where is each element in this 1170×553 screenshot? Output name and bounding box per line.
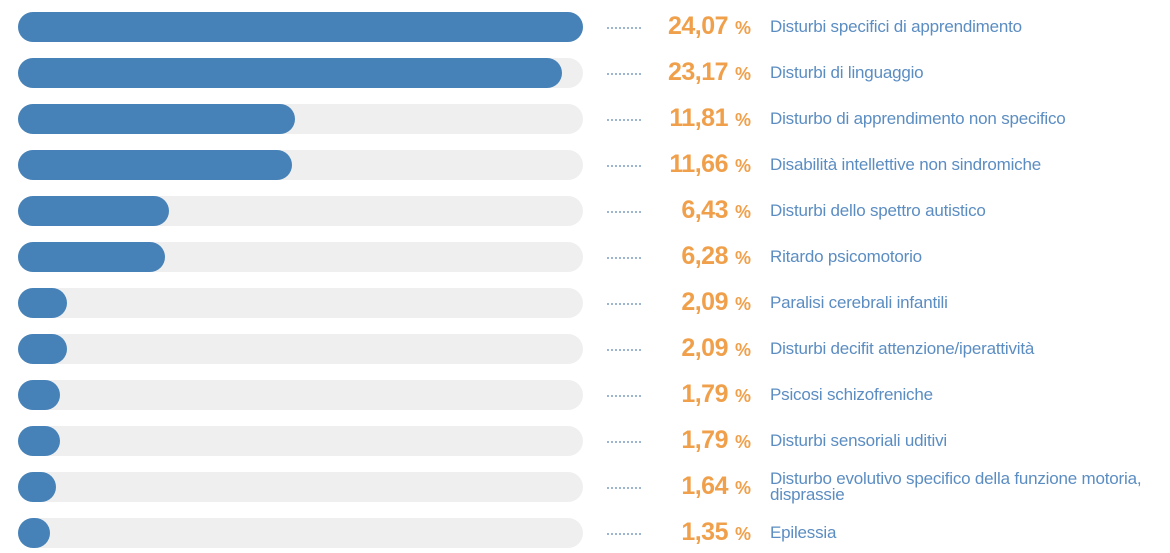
category-label: Disturbo evolutivo specifico della funzi… bbox=[770, 469, 1142, 504]
value-label: 1,79 bbox=[681, 426, 728, 454]
value-unit: % bbox=[735, 18, 752, 38]
value-label: 6,43 bbox=[681, 196, 728, 224]
category-label: Disturbo di apprendimento non specifico bbox=[770, 109, 1066, 128]
bar bbox=[18, 334, 68, 364]
bar bbox=[18, 518, 50, 548]
leader-dots bbox=[607, 165, 641, 167]
value-unit: % bbox=[735, 294, 752, 314]
value-label: 6,28 bbox=[681, 242, 728, 270]
category-label: Ritardo psicomotorio bbox=[770, 247, 922, 266]
value-label: 11,66 bbox=[669, 150, 728, 178]
value-unit: % bbox=[735, 432, 752, 452]
bar bbox=[18, 288, 68, 318]
value-unit: % bbox=[735, 340, 752, 360]
bar-track bbox=[18, 518, 583, 548]
category-label: Disturbi dello spettro autistico bbox=[770, 201, 986, 220]
leader-dots bbox=[607, 487, 641, 489]
bar bbox=[18, 472, 57, 502]
bar-track bbox=[18, 426, 583, 456]
leader-dots bbox=[607, 533, 641, 535]
category-label: Disturbi decifit attenzione/iperattività bbox=[770, 339, 1035, 358]
value-label: 1,64 bbox=[681, 472, 728, 500]
value-label: 23,17 bbox=[667, 58, 729, 86]
category-label: Psicosi schizofreniche bbox=[770, 385, 933, 404]
bar bbox=[18, 426, 61, 456]
value-label: 1,79 bbox=[681, 380, 728, 408]
value-label: 1,35 bbox=[681, 518, 728, 546]
value-unit: % bbox=[735, 386, 752, 406]
bar-track bbox=[18, 288, 583, 318]
category-label: Disturbi sensoriali uditivi bbox=[770, 431, 947, 450]
value-label: 11,81 bbox=[669, 104, 728, 132]
category-label: Disturbi di linguaggio bbox=[770, 63, 924, 82]
bar bbox=[18, 196, 169, 226]
value-unit: % bbox=[735, 110, 752, 130]
category-label: Disturbi specifici di apprendimento bbox=[770, 17, 1022, 36]
bar bbox=[18, 380, 61, 410]
leader-dots bbox=[607, 211, 641, 213]
leader-dots bbox=[607, 27, 641, 29]
value-unit: % bbox=[735, 156, 752, 176]
bar bbox=[18, 150, 292, 180]
bar bbox=[18, 104, 296, 134]
leader-dots bbox=[607, 303, 641, 305]
bar-track bbox=[18, 472, 583, 502]
leader-dots bbox=[607, 73, 641, 75]
bar bbox=[18, 242, 166, 272]
value-unit: % bbox=[735, 248, 752, 268]
bar-track bbox=[18, 380, 583, 410]
leader-dots bbox=[607, 441, 641, 443]
value-unit: % bbox=[735, 202, 752, 222]
category-label: Disabilità intellettive non sindromiche bbox=[770, 155, 1041, 174]
value-unit: % bbox=[735, 478, 752, 498]
value-unit: % bbox=[735, 524, 752, 544]
value-label: 24,07 bbox=[667, 12, 729, 40]
value-label: 2,09 bbox=[681, 288, 728, 316]
leader-dots bbox=[607, 257, 641, 259]
value-label: 2,09 bbox=[681, 334, 728, 362]
leader-dots bbox=[607, 395, 641, 397]
value-unit: % bbox=[735, 64, 752, 84]
category-label: Epilessia bbox=[770, 523, 837, 542]
bar bbox=[18, 12, 583, 42]
bar-track bbox=[18, 334, 583, 364]
category-label: Paralisi cerebrali infantili bbox=[770, 293, 948, 312]
leader-dots bbox=[607, 349, 641, 351]
bar bbox=[18, 58, 562, 88]
leader-dots bbox=[607, 119, 641, 121]
